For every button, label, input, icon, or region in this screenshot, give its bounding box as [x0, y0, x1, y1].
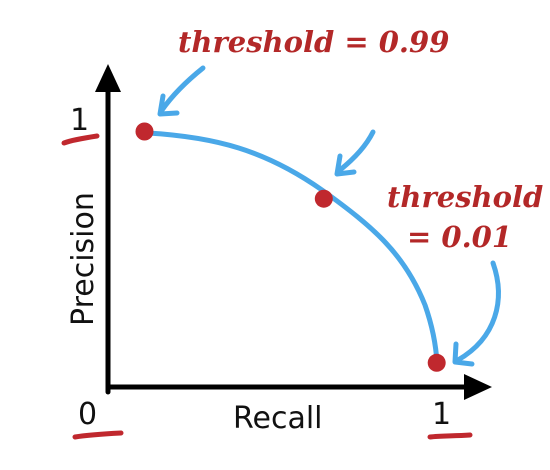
x-axis-arrow — [464, 374, 492, 400]
y-tick-1-underline — [61, 133, 100, 146]
annotation-threshold-low-line1: threshold — [387, 180, 543, 214]
y-axis-arrow — [95, 64, 121, 92]
callout-arrow-high-head — [157, 93, 180, 117]
data-point-2 — [427, 353, 446, 372]
callout-arrow-low — [452, 260, 501, 367]
callout-arrow-mid-head — [334, 153, 357, 177]
x-axis-title: Recall — [233, 401, 323, 436]
data-points — [135, 122, 446, 372]
callout-arrow-high — [157, 65, 206, 117]
annotation-threshold-high: threshold = 0.99 — [178, 25, 449, 59]
callout-arrow-low-shaft — [455, 260, 501, 363]
data-point-1 — [314, 189, 333, 208]
y-axis-title: Precision — [66, 192, 101, 326]
data-point-0 — [135, 122, 154, 141]
annotation-threshold-low-line2: = 0.01 — [407, 220, 512, 254]
callout-arrow-low-head — [452, 341, 475, 367]
x-tick-1: 1 — [432, 397, 451, 432]
x-tick-1-underline — [427, 432, 473, 440]
pr-curve — [145, 130, 440, 366]
x-tick-0-underline — [72, 430, 124, 440]
x-tick-0: 0 — [78, 397, 97, 432]
callout-arrow-high-shaft — [159, 65, 206, 113]
callout-arrow-mid-shaft — [337, 129, 376, 173]
callout-arrow-mid — [334, 129, 376, 177]
y-tick-1: 1 — [70, 103, 89, 138]
